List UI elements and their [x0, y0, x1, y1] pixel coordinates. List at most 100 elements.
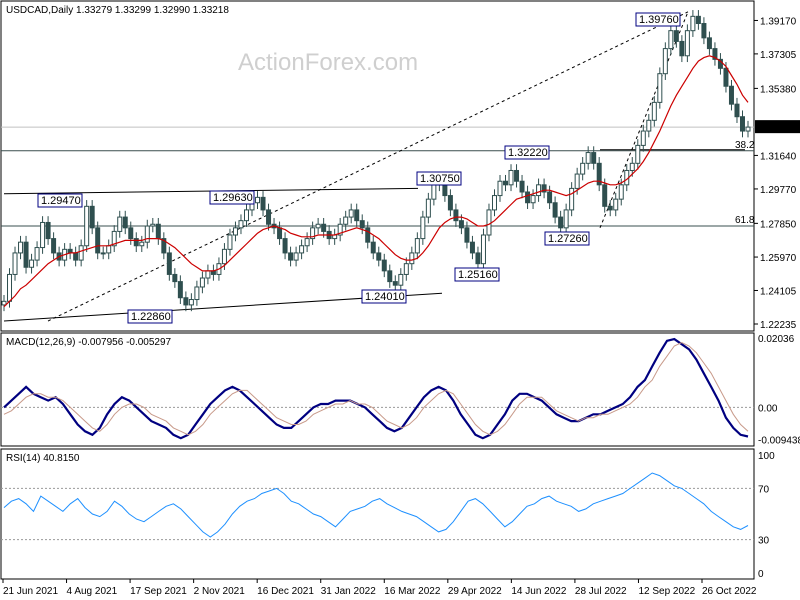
candle-body	[453, 209, 459, 222]
price-panel-frame	[0, 0, 755, 332]
candle-body	[359, 220, 365, 229]
x-tick-label: 31 Jan 2022	[321, 586, 376, 597]
candle-body	[205, 270, 211, 279]
candle-body	[690, 15, 696, 32]
candle-body	[321, 223, 327, 232]
annotation-box	[361, 289, 407, 304]
candle-body	[629, 162, 635, 171]
annotation-box	[37, 193, 83, 208]
rsi-tick-label: 70	[758, 484, 770, 495]
candle-body	[668, 30, 674, 50]
annotation-box	[209, 190, 255, 205]
candle-body	[431, 184, 437, 200]
annotation-label: 1.29630	[213, 192, 253, 204]
candle-body	[29, 259, 35, 268]
candle-body	[84, 205, 90, 247]
candle-body	[734, 103, 740, 118]
price-annotation: 1.29630	[209, 190, 255, 205]
candle-body	[18, 241, 24, 254]
candle-body	[139, 241, 145, 247]
candle-body	[304, 238, 310, 247]
candle-body	[519, 180, 525, 193]
candle-body	[712, 48, 718, 60]
candle-body	[277, 227, 283, 240]
price-annotation: 1.29470	[37, 193, 83, 208]
candle-body	[514, 169, 520, 182]
candle-body	[464, 227, 470, 243]
candle-body	[684, 30, 690, 57]
candle-body	[486, 209, 492, 236]
annotation-label: 1.29470	[41, 195, 81, 207]
candle-body	[221, 248, 227, 265]
candle-body	[591, 152, 597, 164]
candle-body	[458, 220, 464, 229]
candle-body	[232, 227, 238, 236]
candle-body	[673, 30, 679, 42]
fib-label: 38.2	[735, 140, 755, 151]
candle-body	[95, 227, 101, 254]
candle-body	[315, 223, 321, 229]
candle-body	[425, 198, 431, 218]
candle-body	[657, 73, 663, 103]
candle-body	[7, 273, 13, 302]
price-annotation: 1.24010	[361, 289, 407, 304]
annotation-box	[416, 171, 462, 186]
y-tick-label: 1.25970	[760, 253, 797, 264]
y-tick-label: 1.31640	[760, 151, 797, 162]
candle-body	[1, 300, 7, 306]
candle-body	[343, 216, 349, 225]
candle-body	[128, 227, 134, 240]
axis-layer: 1.39170 1.37305 1.35380 1.33218 1.31640 1.297…	[2, 16, 800, 597]
candle-body	[574, 173, 580, 189]
candle-body	[310, 227, 316, 240]
rsi-tick-label: 30	[758, 536, 770, 547]
candle-body	[706, 37, 712, 50]
signal-line	[3, 341, 749, 436]
candle-body	[12, 252, 18, 275]
candle-body	[144, 225, 150, 243]
rsi-layer	[1, 472, 754, 541]
price-annotation: 1.25160	[454, 267, 500, 282]
rsi-header: RSI(14) 40.8150	[6, 453, 80, 464]
annotation-label: 1.25160	[458, 269, 498, 281]
candle-body	[596, 162, 602, 186]
candle-body	[420, 216, 426, 240]
candle-body	[409, 252, 415, 265]
annotation-box	[127, 309, 173, 324]
candle-body	[381, 259, 387, 272]
y-tick-label: 1.24105	[760, 286, 797, 297]
candle-body	[238, 220, 244, 229]
macd-layer	[1, 337, 754, 440]
y-tick-label: 1.39170	[760, 16, 797, 27]
annotation-box	[504, 145, 550, 160]
candle-body	[288, 252, 294, 261]
macd-panel-frame	[0, 332, 755, 447]
y-tick-label: 1.35380	[760, 84, 797, 95]
candle-body	[183, 297, 189, 306]
annotation-label: 1.22860	[131, 311, 171, 323]
candle-body	[398, 273, 404, 286]
candle-body	[503, 180, 509, 186]
candle-body	[585, 152, 591, 164]
candle-body	[293, 252, 299, 261]
y-tick-label: 1.29770	[760, 185, 797, 196]
dotted-trendline-2	[599, 11, 689, 229]
candle-body	[569, 187, 575, 211]
candle-body	[348, 209, 354, 218]
candle-body	[172, 273, 178, 283]
x-tick-label: 28 Jul 2022	[575, 586, 627, 597]
macd-header: MACD(12,26,9) -0.007956 -0.005297	[6, 337, 172, 348]
price-annotation: 1.27260	[544, 231, 590, 246]
candle-body	[122, 216, 128, 229]
candle-body	[745, 126, 751, 132]
candle-body	[188, 299, 194, 306]
rsi-panel-frame	[0, 448, 755, 580]
candle-body	[469, 241, 475, 254]
candle-body	[23, 241, 29, 268]
candle-body	[161, 238, 167, 254]
x-tick-label: 16 Dec 2021	[257, 586, 314, 597]
candle-body	[376, 252, 382, 261]
x-tick-label: 29 Apr 2022	[448, 586, 502, 597]
y-tick-label: 1.27850	[760, 219, 797, 230]
candle-body	[260, 196, 266, 211]
